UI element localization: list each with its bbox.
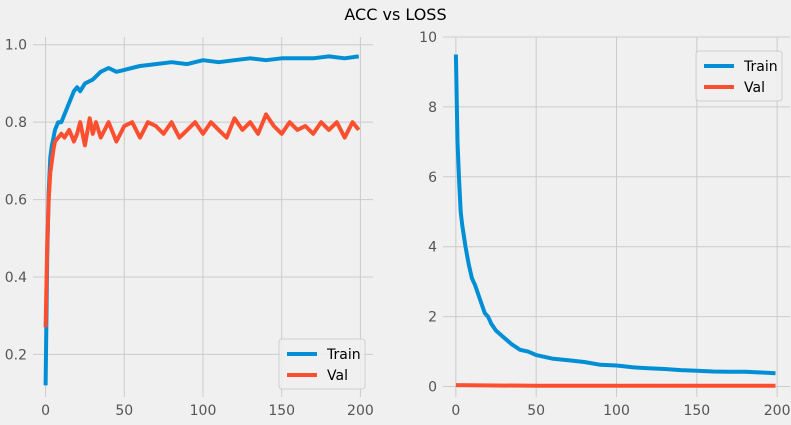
y-tick-label: 10 [419, 30, 437, 46]
x-tick-label: 50 [115, 403, 133, 419]
legend-label-train: Train [743, 59, 778, 75]
x-tick-label: 200 [347, 403, 374, 419]
legend-label-val: Val [744, 80, 765, 96]
y-tick-label: 6 [428, 170, 437, 186]
chart-panel-loss: 0 50 100 150 200 0 2 4 6 8 10 Train Val [419, 30, 790, 419]
x-tick-label: 150 [268, 403, 295, 419]
chart-panel-accuracy: 0 50 100 150 200 0.2 0.4 0.6 0.8 1.0 Train Val [5, 37, 374, 419]
y-tick-label: 0.4 [5, 270, 27, 286]
legend: Train Val [278, 338, 366, 390]
series-line-train [43, 54, 360, 386]
x-tick-label: 50 [527, 403, 545, 419]
x-tick-label: 100 [190, 403, 217, 419]
legend: Train Val [695, 50, 783, 102]
legend-label-val: Val [327, 368, 348, 384]
y-tick-label: 1.0 [5, 38, 27, 54]
figure-title: ACC vs LOSS [344, 5, 447, 24]
series-line-val [43, 112, 361, 328]
y-tick-label: 0.8 [5, 115, 27, 131]
y-tick-label: 0 [428, 380, 437, 396]
x-tick-label: 100 [603, 403, 630, 419]
y-tick-label: 0.6 [5, 193, 27, 209]
y-tick-label: 0.2 [5, 347, 27, 363]
x-tick-label: 0 [41, 403, 50, 419]
y-tick-label: 4 [428, 240, 437, 256]
x-tick-label: 0 [451, 403, 460, 419]
legend-label-train: Train [326, 347, 361, 363]
y-tick-label: 2 [428, 310, 437, 326]
x-tick-label: 200 [764, 403, 791, 419]
y-tick-label: 8 [428, 100, 437, 116]
series-line-val [455, 383, 776, 388]
series-line-train [453, 54, 776, 376]
x-tick-label: 150 [683, 403, 710, 419]
